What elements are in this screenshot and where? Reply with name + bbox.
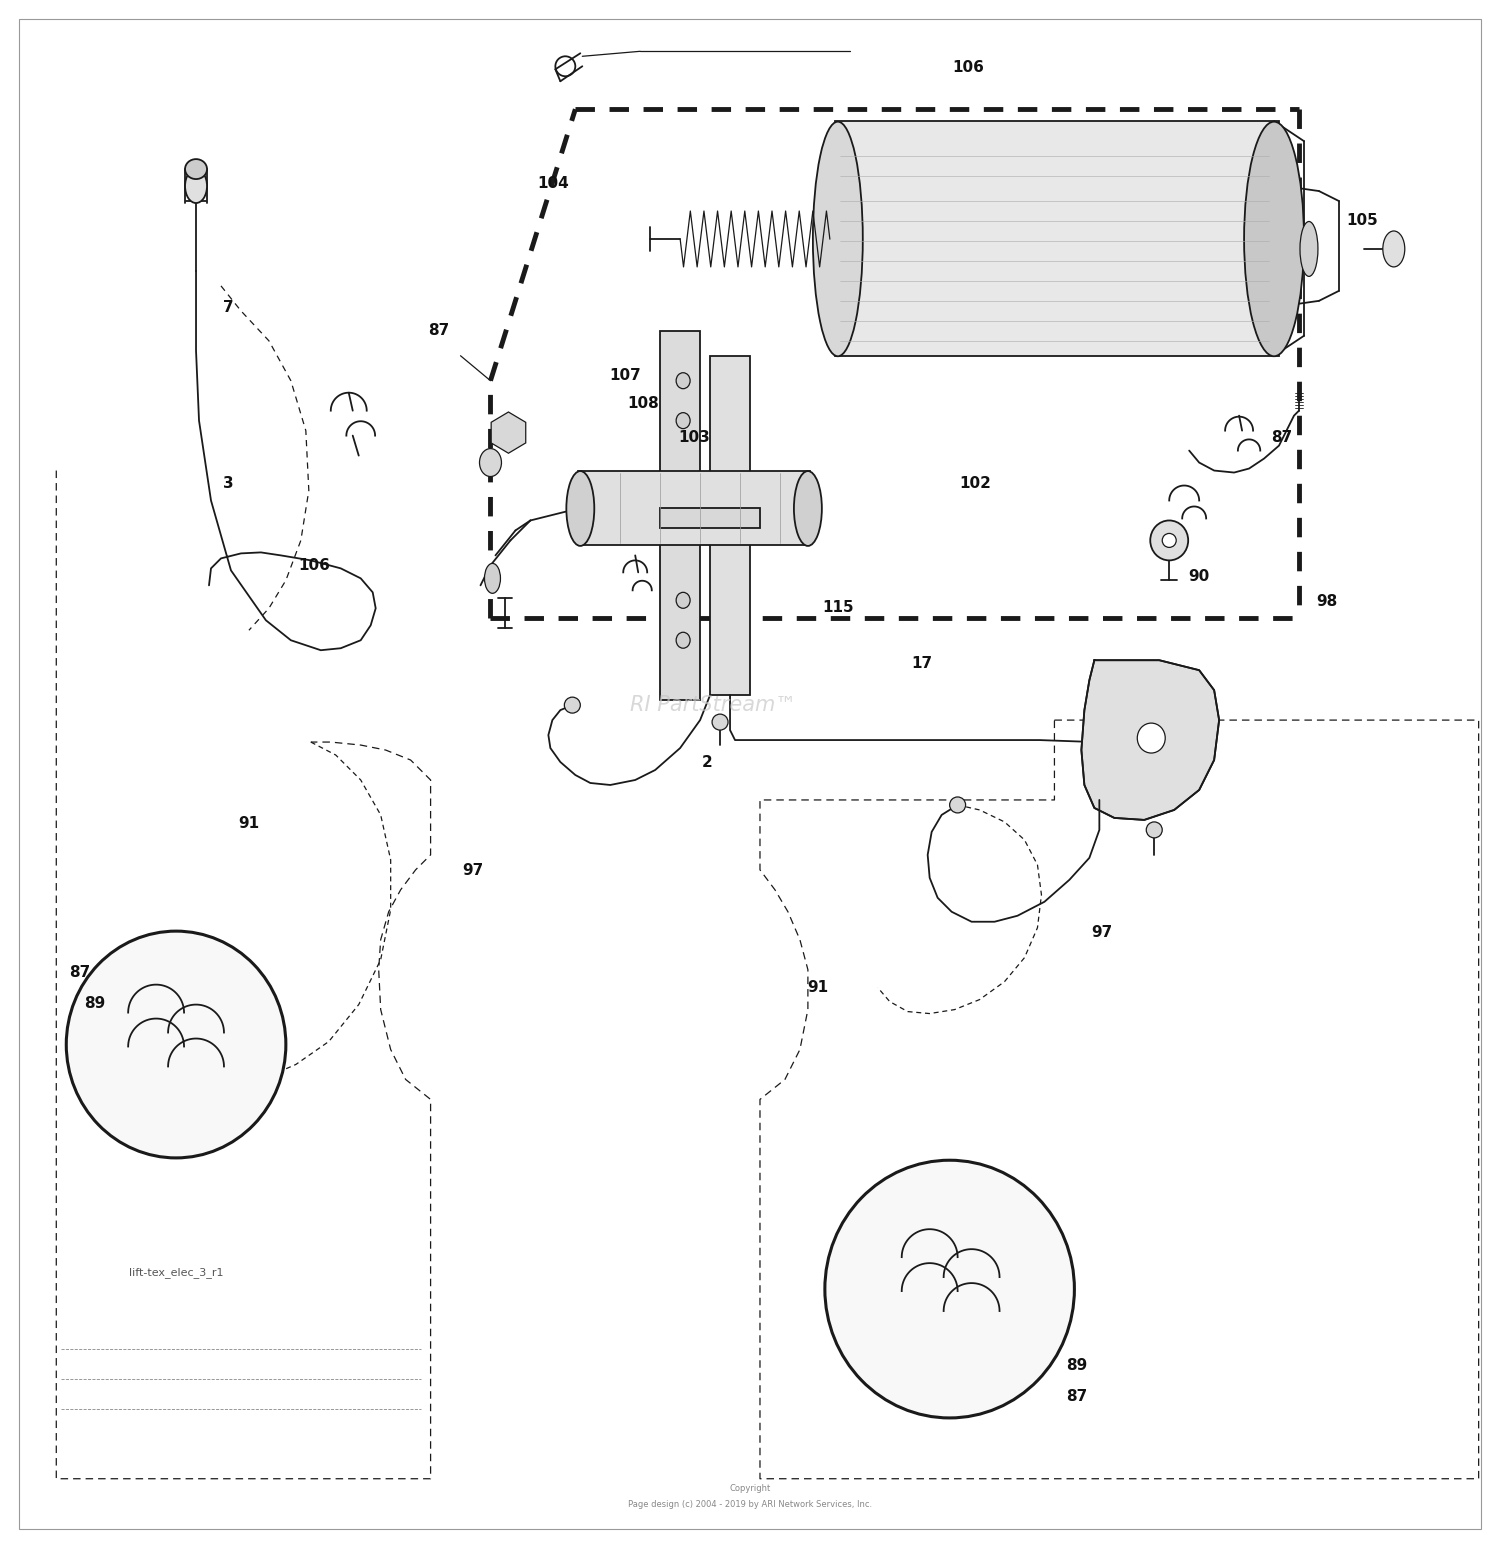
Text: 98: 98 [1316,593,1336,609]
Ellipse shape [813,122,862,356]
Ellipse shape [676,412,690,429]
Ellipse shape [480,449,501,477]
Text: lift-tex_elec_3_r1: lift-tex_elec_3_r1 [129,1267,224,1278]
Ellipse shape [794,471,822,545]
Ellipse shape [484,564,501,593]
Text: RI PartStream™: RI PartStream™ [630,696,796,716]
Ellipse shape [676,632,690,647]
Polygon shape [1082,660,1220,819]
Text: 103: 103 [678,431,710,445]
Text: 87: 87 [1270,431,1293,445]
Polygon shape [710,356,750,696]
Ellipse shape [184,169,207,203]
Text: 107: 107 [609,369,640,383]
Ellipse shape [1383,231,1406,266]
Text: 91: 91 [807,981,828,996]
Ellipse shape [1137,723,1166,753]
Ellipse shape [567,471,594,545]
Ellipse shape [676,373,690,389]
Ellipse shape [676,592,690,609]
Ellipse shape [712,714,728,730]
Ellipse shape [184,160,207,180]
Text: 87: 87 [69,965,90,981]
Polygon shape [660,508,760,528]
Ellipse shape [1150,520,1188,561]
Text: 106: 106 [298,558,330,573]
Circle shape [825,1160,1074,1417]
Text: Copyright: Copyright [729,1484,771,1493]
Text: 97: 97 [1092,925,1113,940]
Text: 87: 87 [427,324,450,338]
Text: 7: 7 [224,301,234,314]
Text: 3: 3 [224,476,234,491]
Ellipse shape [1244,122,1304,356]
Text: 89: 89 [1066,1357,1088,1372]
Ellipse shape [564,697,580,713]
Ellipse shape [1162,533,1176,547]
Text: 102: 102 [960,476,992,491]
Text: Page design (c) 2004 - 2019 by ARI Network Services, Inc.: Page design (c) 2004 - 2019 by ARI Netwo… [628,1499,872,1509]
Text: 104: 104 [537,177,568,192]
Ellipse shape [1146,823,1162,838]
Ellipse shape [1300,222,1318,276]
Text: 115: 115 [822,599,854,615]
Text: 89: 89 [84,996,105,1011]
Text: 91: 91 [238,816,260,832]
Text: 108: 108 [627,397,658,410]
Text: 17: 17 [912,655,933,671]
Text: 90: 90 [1188,568,1210,584]
Ellipse shape [950,796,966,813]
Polygon shape [660,331,700,700]
FancyBboxPatch shape [836,121,1280,356]
Text: 97: 97 [462,863,484,878]
Text: 105: 105 [1346,214,1377,228]
Text: 106: 106 [952,60,984,76]
Text: 87: 87 [1066,1388,1088,1403]
FancyBboxPatch shape [579,471,810,545]
Circle shape [66,931,286,1159]
Text: 2: 2 [702,754,712,770]
